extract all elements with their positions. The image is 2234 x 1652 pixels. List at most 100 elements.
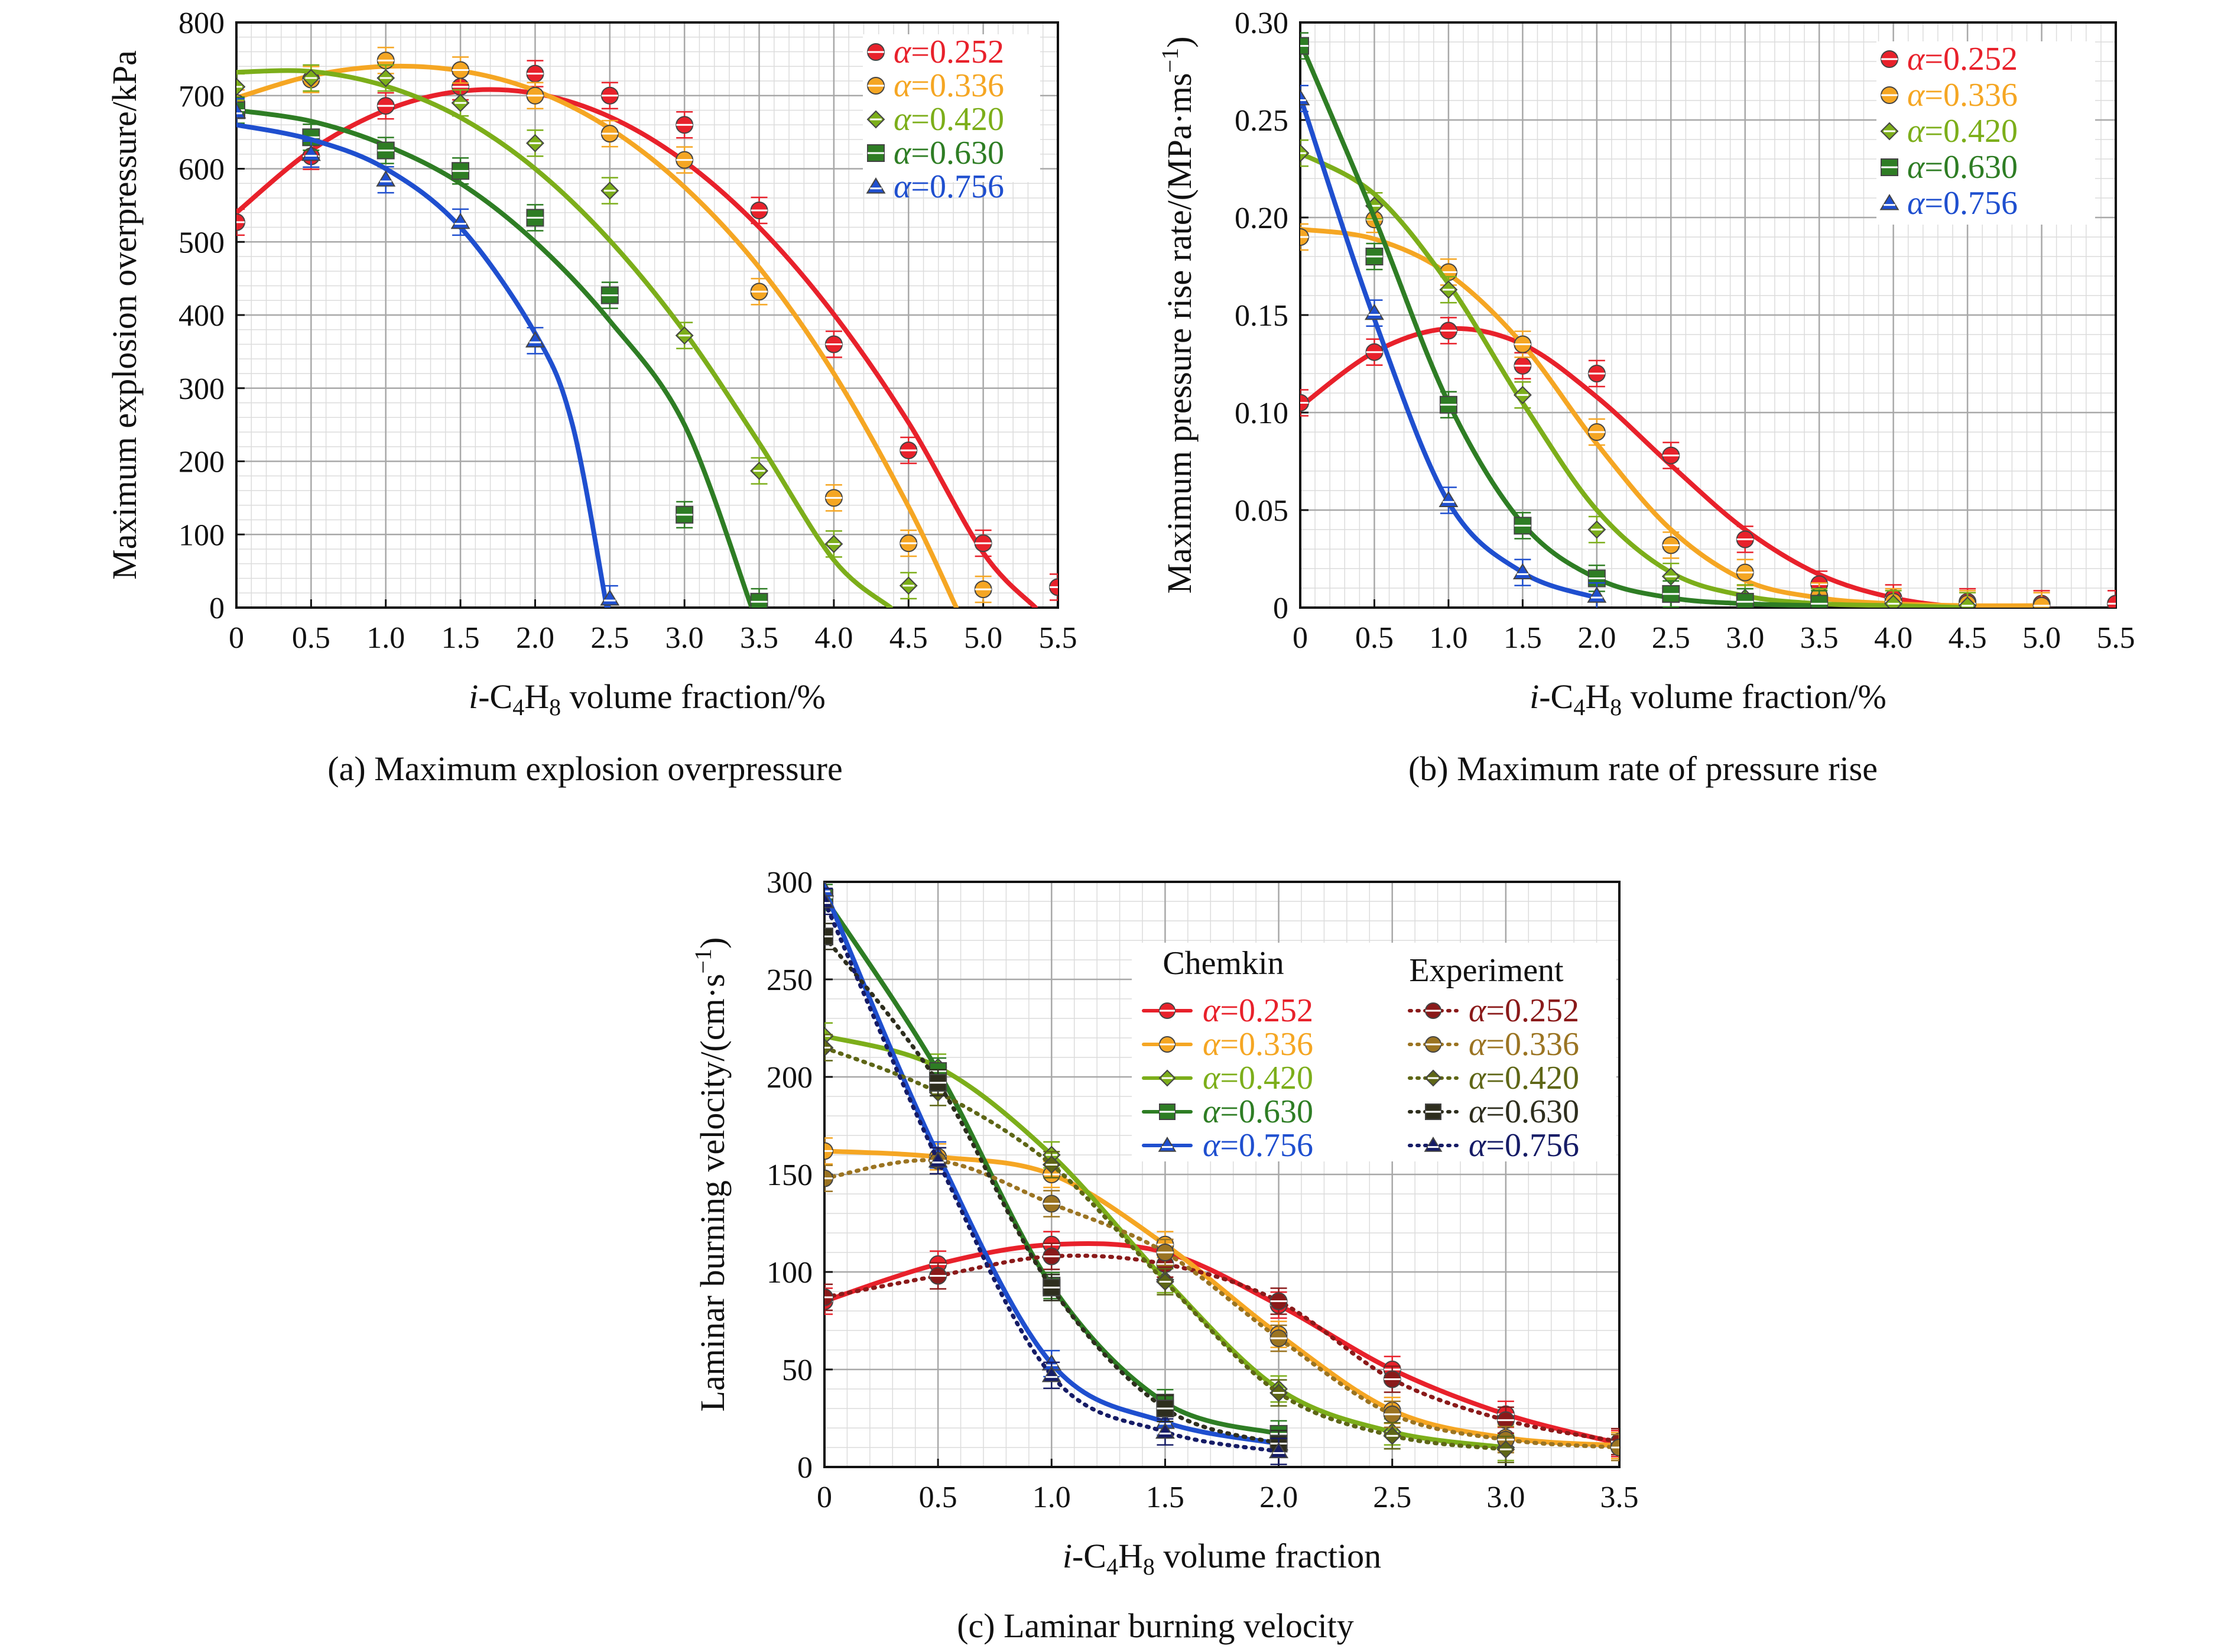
y-tick-label: 0.30 bbox=[1235, 7, 1288, 40]
x-tick-label: 1.0 bbox=[366, 621, 405, 655]
alpha-value: =0.420 bbox=[911, 101, 1004, 138]
y-tick-label: 600 bbox=[178, 153, 225, 187]
alpha-symbol: α bbox=[1203, 1093, 1221, 1130]
data-point bbox=[526, 209, 544, 227]
data-point bbox=[1383, 1405, 1401, 1423]
data-point bbox=[1155, 1422, 1175, 1439]
alpha-value: =0.756 bbox=[1924, 185, 2018, 222]
x-tick-label: 2.5 bbox=[1373, 1481, 1411, 1514]
alpha-symbol: α bbox=[1203, 1127, 1221, 1164]
x-label-rest: volume fraction/% bbox=[1622, 677, 1886, 716]
alpha-symbol: α bbox=[1469, 1127, 1487, 1164]
x-label-h: H bbox=[524, 677, 549, 716]
data-point bbox=[824, 927, 833, 946]
x-tick-label: 1.0 bbox=[1032, 1481, 1071, 1514]
x-tick-label: 5.5 bbox=[1039, 621, 1077, 655]
y-tick-label: 0 bbox=[1273, 592, 1288, 625]
data-point bbox=[236, 213, 245, 231]
legend-marker bbox=[1425, 1002, 1441, 1019]
legend-label: α=0.630 bbox=[1203, 1093, 1313, 1130]
x-axis-label: i-C4H8 volume fraction/% bbox=[469, 677, 826, 720]
x-tick-label: 0.5 bbox=[1355, 621, 1394, 655]
x-tick-label: 1.5 bbox=[1146, 1481, 1184, 1514]
data-point bbox=[600, 181, 619, 200]
series-alpha-0-630 bbox=[1300, 32, 1829, 608]
alpha-symbol: α bbox=[1469, 1026, 1487, 1063]
data-point bbox=[750, 593, 768, 608]
legend-label: α=0.756 bbox=[1907, 185, 2018, 222]
data-point bbox=[236, 102, 246, 119]
legend-label: α=0.420 bbox=[1469, 1060, 1579, 1096]
legend-marker bbox=[1159, 1104, 1176, 1120]
data-point bbox=[1269, 1329, 1288, 1348]
alpha-symbol: α bbox=[894, 168, 912, 205]
legend-marker bbox=[1158, 1137, 1177, 1152]
data-point bbox=[1736, 593, 1754, 608]
data-point bbox=[1364, 303, 1384, 320]
data-point bbox=[900, 441, 918, 459]
x-label-sub4: 4 bbox=[1573, 694, 1585, 720]
y-tick-label: 300 bbox=[178, 372, 225, 406]
x-label-rest: volume fraction/% bbox=[561, 677, 826, 716]
data-point bbox=[526, 134, 544, 152]
alpha-value: =0.252 bbox=[911, 34, 1004, 70]
data-point bbox=[1300, 228, 1309, 246]
legend-marker bbox=[1159, 1036, 1176, 1053]
alpha-value: =0.756 bbox=[1220, 1127, 1313, 1164]
x-label-sub4: 4 bbox=[1106, 1553, 1118, 1580]
data-point bbox=[900, 534, 918, 553]
data-point bbox=[1300, 37, 1309, 55]
data-point bbox=[1810, 595, 1829, 608]
x-tick-label: 2.5 bbox=[590, 621, 629, 655]
y-label-close: ) bbox=[693, 937, 732, 949]
legend-marker bbox=[867, 43, 885, 61]
series-alpha-0-756-chemkin-line bbox=[824, 887, 1281, 1446]
series-alpha-0-630-experiment-line bbox=[824, 934, 1281, 1446]
y-tick-label: 200 bbox=[767, 1061, 813, 1095]
legend-label: α=0.336 bbox=[1907, 77, 2018, 113]
data-point-body bbox=[236, 102, 246, 119]
legend-label: α=0.756 bbox=[1469, 1127, 1579, 1164]
data-point bbox=[824, 335, 843, 353]
legend: Chemkin Experimentα=0.252α=0.336α=0.420α=… bbox=[1132, 943, 1616, 1164]
data-point bbox=[1156, 1244, 1174, 1261]
y-tick-label: 200 bbox=[178, 446, 225, 479]
data-point bbox=[376, 141, 395, 160]
ticks: 0 0.5 1.0 1.5 2.0 2.5 3.0 3.5 0 50 100 150 200 250 300 bbox=[767, 866, 1639, 1514]
legend-marker bbox=[1881, 158, 1898, 176]
alpha-value: =0.630 bbox=[1220, 1093, 1313, 1130]
alpha-symbol: α bbox=[894, 67, 912, 104]
legend-marker bbox=[1425, 1036, 1441, 1053]
data-point bbox=[1439, 491, 1459, 507]
x-tick-label: 2.5 bbox=[1652, 621, 1690, 655]
alpha-value: =0.420 bbox=[1220, 1060, 1313, 1096]
x-tick-label: 5.5 bbox=[2097, 621, 2135, 655]
caption-b: (b) Maximum rate of pressure rise bbox=[1408, 749, 1878, 788]
data-point bbox=[1512, 563, 1532, 580]
x-label-sub8: 8 bbox=[549, 694, 561, 720]
data-point bbox=[1300, 394, 1309, 412]
x-label-c: -C bbox=[1072, 1537, 1106, 1575]
alpha-value: =0.252 bbox=[1486, 992, 1579, 1029]
data-point bbox=[1662, 446, 1680, 465]
legend-label: α=0.420 bbox=[1907, 113, 2018, 150]
x-label-h: H bbox=[1585, 677, 1610, 716]
alpha-symbol: α bbox=[894, 135, 912, 171]
data-point bbox=[1958, 596, 1977, 608]
series-group bbox=[824, 882, 1619, 1465]
series-alpha-0-630-line bbox=[236, 108, 754, 608]
alpha-value: =0.252 bbox=[1924, 41, 2018, 77]
legend-label: α=0.420 bbox=[1203, 1060, 1313, 1096]
y-tick-label: 400 bbox=[178, 299, 225, 333]
x-tick-label: 4.0 bbox=[814, 621, 853, 655]
data-point-body bbox=[525, 331, 545, 348]
series-group bbox=[236, 47, 1058, 608]
data-point bbox=[1300, 89, 1310, 106]
y-label-sup: −1 bbox=[690, 949, 716, 974]
alpha-value: =0.756 bbox=[1486, 1127, 1579, 1164]
data-point bbox=[600, 86, 619, 105]
data-point-body bbox=[1269, 1442, 1289, 1459]
data-point bbox=[1156, 1400, 1174, 1417]
legend-marker bbox=[1879, 194, 1899, 210]
x-tick-label: 4.5 bbox=[889, 621, 928, 655]
